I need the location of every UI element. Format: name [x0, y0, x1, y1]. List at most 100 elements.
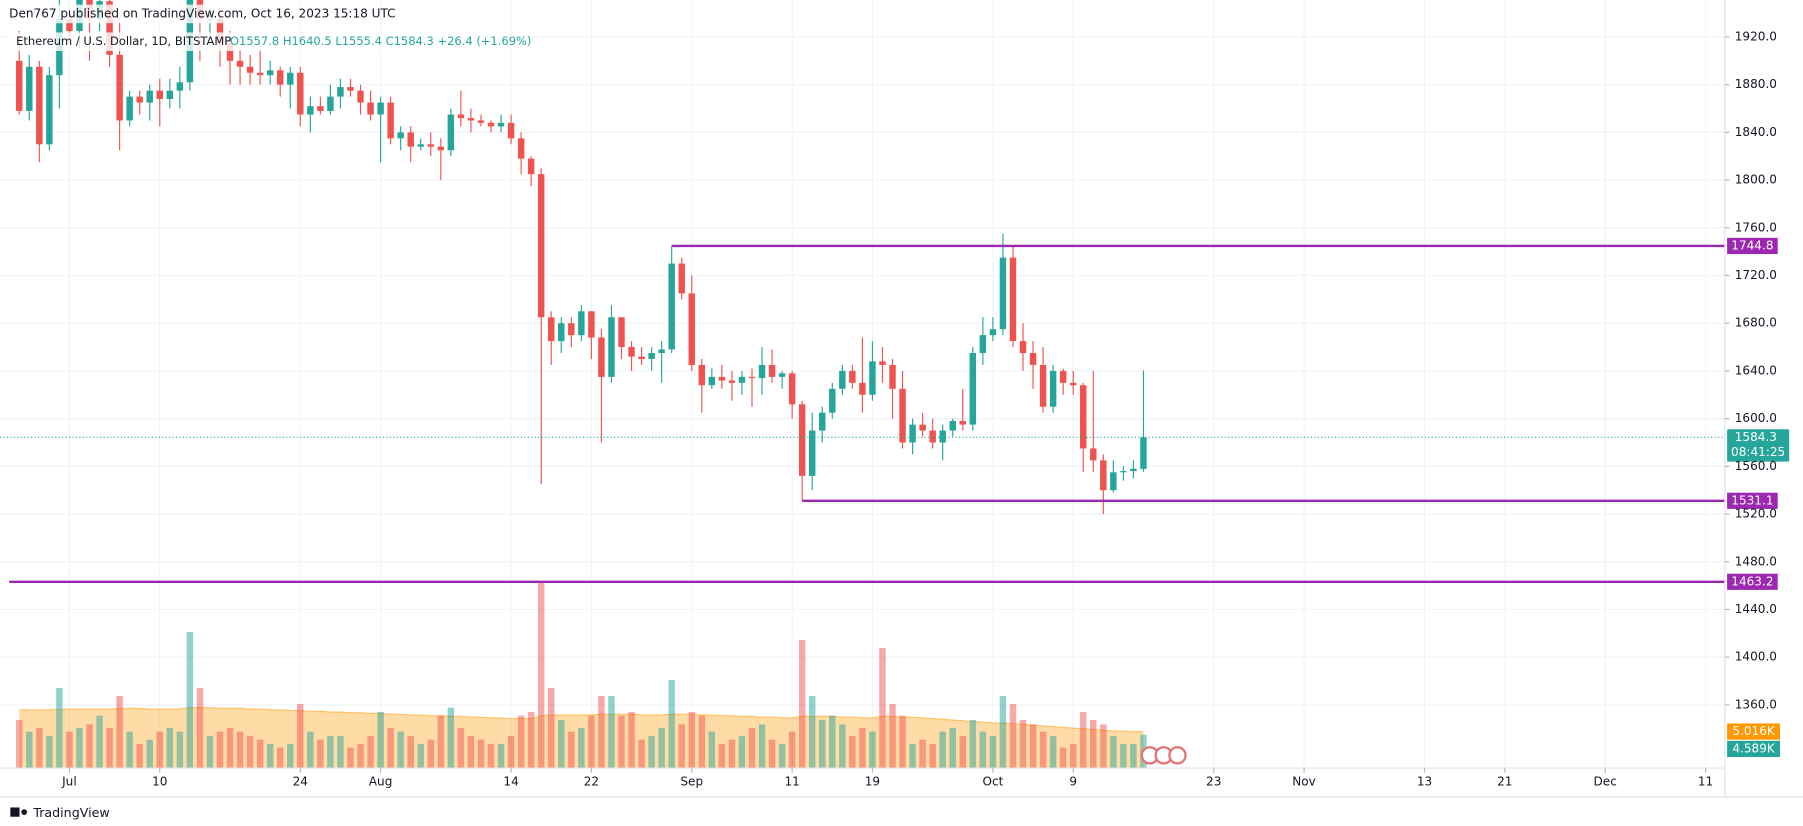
candle-body [738, 376, 746, 383]
candle-body [226, 42, 234, 61]
candle-body [156, 90, 163, 99]
candle-body [136, 96, 143, 103]
ohlc: O1557.8 H1640.5 L1555.4 C1584.3 +26.4 (+… [230, 34, 531, 48]
volume-bar [879, 647, 886, 769]
candle-body [287, 72, 294, 85]
ma-label-box [1727, 723, 1781, 740]
candle-body [758, 364, 766, 379]
candle-body [387, 102, 394, 139]
x-tick-label: 9 [1069, 774, 1077, 788]
candle-body [979, 335, 987, 354]
candle-body [46, 75, 53, 145]
candle-body [36, 66, 43, 145]
candle-body [608, 317, 615, 377]
candle-body [327, 96, 334, 111]
legend-bg [9, 32, 511, 51]
volume-bar [1080, 712, 1087, 769]
candle-body [548, 317, 555, 342]
volume-bar [196, 687, 204, 769]
volume-bar [276, 747, 284, 769]
candle-body [628, 347, 635, 357]
last-price-box [1727, 429, 1790, 462]
volume-bar [1069, 744, 1077, 769]
candle-body [658, 349, 665, 354]
volume-bar [698, 715, 706, 769]
y-tick-label: 1800.0 [1735, 173, 1777, 187]
level-label-box [1727, 237, 1778, 255]
x-tick-label: 14 [503, 774, 519, 788]
candle-body [276, 70, 284, 85]
candle-body [166, 90, 174, 99]
volume-bar [527, 712, 535, 769]
volume-bar [829, 715, 836, 769]
volume-bar [146, 739, 153, 769]
candle-body [969, 353, 977, 425]
volume-bar [317, 739, 324, 769]
y-tick-label: 1440.0 [1735, 602, 1777, 616]
volume-bar [708, 731, 716, 769]
volume-bar [628, 712, 635, 769]
candle-body [1039, 364, 1047, 407]
volume-bar [106, 728, 113, 769]
candle-body [949, 421, 956, 431]
volume-bar [568, 731, 575, 769]
candle-body [879, 361, 886, 365]
y-tick-label: 1760.0 [1735, 220, 1777, 234]
candle-body [989, 329, 997, 336]
y-tick-label: 1880.0 [1735, 77, 1777, 91]
volume-bar [889, 703, 896, 769]
volume-bar [357, 744, 364, 769]
volume-bar [798, 639, 806, 769]
candle-body [457, 114, 465, 119]
volume-bar [1110, 736, 1117, 769]
candle-body [718, 376, 726, 381]
level-label: 1463.2 [1731, 574, 1773, 588]
x-tick-label: 22 [584, 774, 599, 788]
y-tick-label: 1680.0 [1735, 316, 1777, 330]
volume-bar [337, 736, 344, 769]
grid [0, 0, 1725, 769]
candle-body [266, 70, 274, 76]
publisher-bg [0, 4, 357, 24]
level-label-box [1727, 492, 1778, 509]
volume-bar [166, 728, 174, 769]
level-label-box [1727, 573, 1778, 590]
candle-body [808, 430, 816, 476]
x-tick-label: Sep [680, 774, 703, 788]
volume-bar [236, 731, 244, 769]
candle-body [497, 122, 505, 127]
volume-bar [517, 715, 525, 769]
candle-body [768, 364, 776, 377]
candle-body [869, 361, 876, 395]
x-tick-label: 11 [1698, 774, 1713, 788]
volume-bar [1120, 744, 1127, 769]
candle-body [688, 293, 695, 365]
candle-body [256, 72, 264, 76]
axes: 1920.0 1880.0 1840.0 1800.0 1760.0 1720.0 1680… [61, 29, 1777, 788]
x-tick-label: 10 [152, 774, 167, 788]
levels: 1584.308:41:25 5.016K 4.589K 1744.8 1531.1 14… [0, 237, 1790, 758]
volume-bar [1049, 736, 1057, 769]
volume-bar [417, 744, 424, 769]
candle-body [889, 364, 896, 389]
brand: TradingView [32, 805, 109, 820]
y-tick-label: 1480.0 [1735, 554, 1777, 568]
volume-bar [447, 707, 455, 769]
volume-bar [116, 695, 123, 769]
volume-bar [608, 695, 615, 769]
volume-bar [859, 728, 866, 769]
volume-bar [56, 687, 63, 769]
y-tick-label: 1360.0 [1735, 697, 1777, 711]
candle-body [1009, 257, 1017, 342]
candle-body [1140, 437, 1147, 469]
volume-bar [427, 739, 435, 769]
x-tick-label: 23 [1206, 774, 1221, 788]
candle-body [487, 122, 495, 127]
volume-bar [216, 731, 224, 769]
volume-bar [869, 731, 876, 769]
candle-body [999, 257, 1007, 330]
candle-body [778, 373, 786, 377]
volume-bar [688, 712, 695, 769]
candle-body [678, 263, 685, 294]
